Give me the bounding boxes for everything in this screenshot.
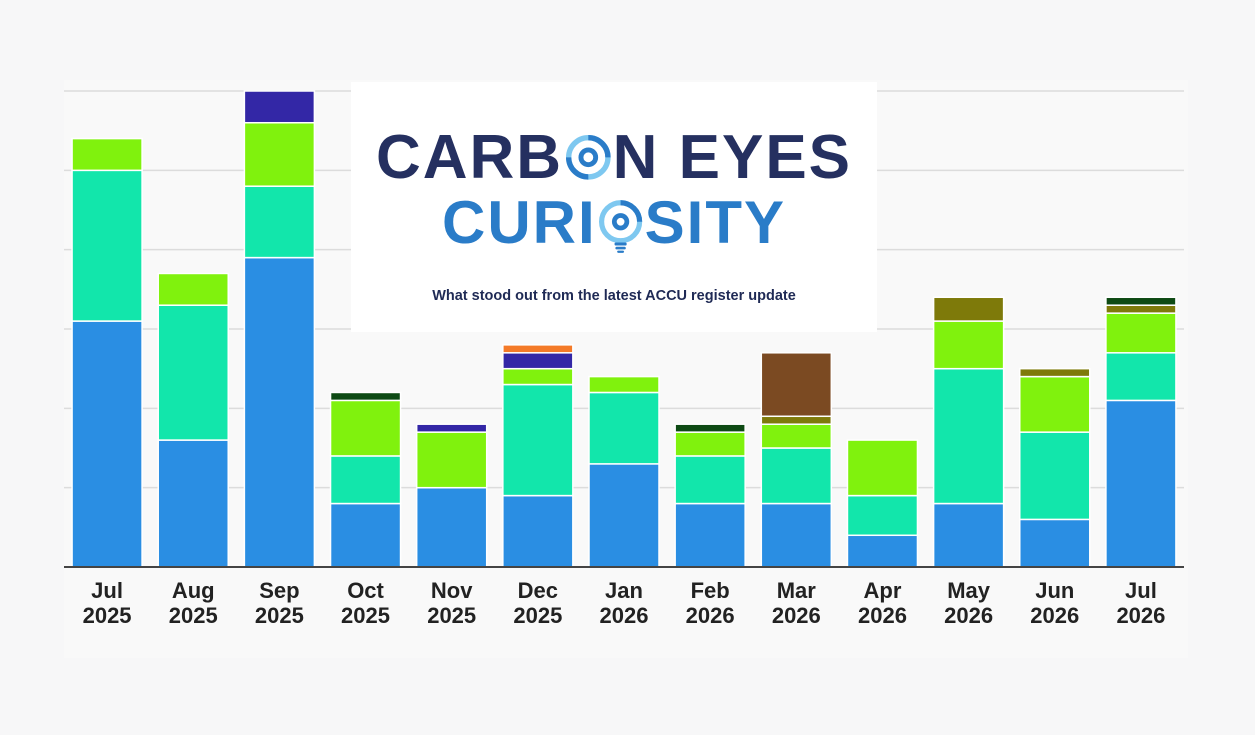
bar-segment bbox=[157, 439, 229, 568]
bar-segment bbox=[1105, 304, 1177, 314]
bar-segment bbox=[760, 352, 833, 418]
tagline: What stood out from the latest ACCU regi… bbox=[432, 288, 796, 304]
bar-segment bbox=[415, 486, 488, 568]
bar-segment bbox=[502, 344, 574, 354]
bar-segment bbox=[329, 455, 402, 505]
x-tick-label: Dec 2025 bbox=[513, 578, 562, 628]
bar-segment bbox=[157, 272, 229, 306]
stacked-bar-chart: Jul 2025 Aug 2025 Sep 2025 Oct 2025 Nov 2025 Dec 20… bbox=[64, 90, 1184, 628]
x-tick-label: Feb 2026 bbox=[686, 578, 735, 628]
bar-segment bbox=[1019, 375, 1091, 433]
bar-segment bbox=[846, 534, 919, 568]
x-tick-label: Mar 2026 bbox=[772, 578, 821, 628]
x-tick-label: May 2026 bbox=[944, 578, 993, 628]
bar-segment bbox=[932, 320, 1005, 370]
bar-segment bbox=[243, 185, 316, 259]
bar-segment bbox=[1019, 367, 1091, 378]
x-tick-label: Apr 2026 bbox=[858, 578, 907, 628]
bar-segment bbox=[329, 502, 402, 568]
bar-segment bbox=[674, 455, 746, 505]
logo-card: CARB N EYES CURI SITY What stood out fro… bbox=[351, 82, 877, 332]
bar-segment bbox=[760, 423, 833, 449]
bar-segment bbox=[932, 367, 1005, 505]
bar-segment bbox=[71, 169, 143, 322]
bar-segment bbox=[846, 439, 919, 497]
bar-segment bbox=[674, 502, 746, 568]
x-tick-label: Jan 2026 bbox=[600, 578, 649, 628]
bar-segment bbox=[1019, 431, 1091, 521]
x-tick-label: Nov 2025 bbox=[427, 578, 476, 628]
bar-segment bbox=[674, 431, 746, 457]
brand-title-line2: CURI SITY bbox=[442, 189, 786, 256]
bar-segment bbox=[760, 502, 833, 568]
bar-segment bbox=[71, 320, 143, 568]
bar-segment bbox=[1019, 518, 1091, 568]
bar-segment bbox=[243, 90, 316, 124]
bar-segment bbox=[846, 494, 919, 537]
bar-segment bbox=[932, 502, 1005, 568]
bar-segment bbox=[1105, 352, 1177, 402]
bar-segment bbox=[760, 447, 833, 505]
bar-segment bbox=[760, 415, 833, 425]
bar-segment bbox=[1105, 312, 1177, 354]
bar-segment bbox=[157, 304, 229, 441]
bar-segment bbox=[243, 256, 316, 568]
lightbulb-icon bbox=[599, 200, 643, 253]
bar-segment bbox=[588, 375, 660, 394]
bar-segment bbox=[502, 367, 574, 386]
bar-segment bbox=[1105, 399, 1177, 568]
bar-segment bbox=[329, 399, 402, 457]
bar-segment bbox=[932, 296, 1005, 322]
x-tick-label: Jul 2026 bbox=[1116, 578, 1165, 628]
bar-segment bbox=[674, 423, 746, 433]
bar-segment bbox=[415, 423, 488, 433]
bar-segment bbox=[502, 352, 574, 370]
bar-segment bbox=[71, 137, 143, 172]
bar-segment bbox=[243, 121, 316, 187]
bar-segment bbox=[502, 494, 574, 568]
x-tick-label: Oct 2025 bbox=[341, 578, 390, 628]
x-tick-label: Sep 2025 bbox=[255, 578, 304, 628]
x-tick-label: Jun 2026 bbox=[1030, 578, 1079, 628]
bar-segment bbox=[329, 391, 402, 402]
eye-target-icon bbox=[565, 134, 611, 180]
bar-segment bbox=[415, 431, 488, 489]
bar-segment bbox=[502, 383, 574, 497]
brand-title-line1: CARB N EYES bbox=[375, 123, 853, 192]
x-tick-label: Jul 2025 bbox=[83, 578, 132, 628]
x-tick-label: Aug 2025 bbox=[169, 578, 218, 628]
bar-segment bbox=[1105, 296, 1177, 306]
bar-segment bbox=[588, 391, 660, 465]
bar-segment bbox=[588, 463, 660, 568]
